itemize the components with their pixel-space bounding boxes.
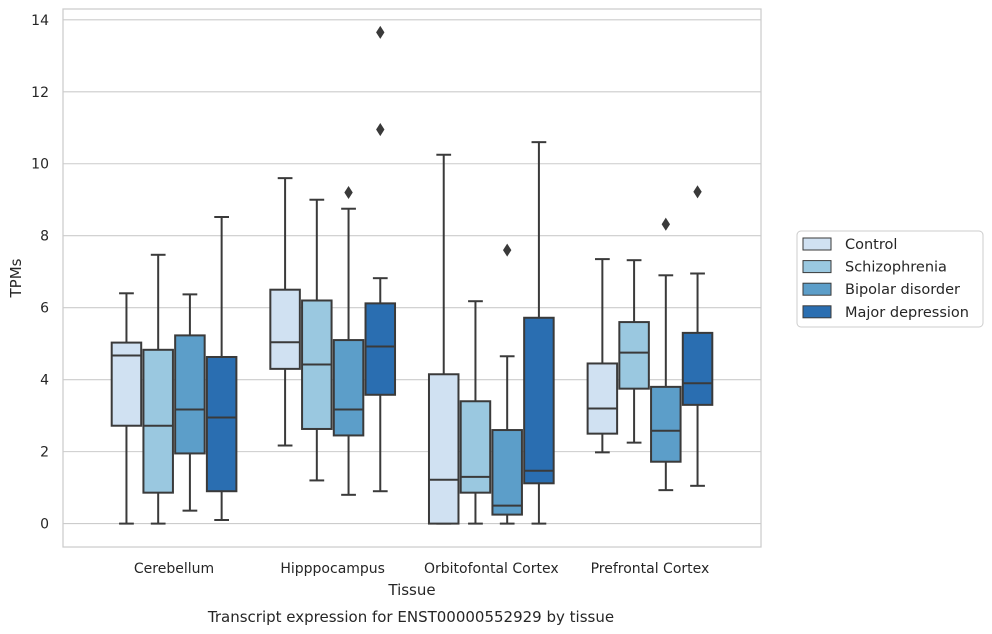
box-major-depression: [364, 25, 397, 493]
x-tick-label: Prefrontal Cortex: [591, 561, 710, 577]
box-iqr: [523, 316, 555, 485]
outlier-point: [693, 185, 702, 199]
box-schizophrenia: [459, 300, 492, 525]
box-bipolar-disorder: [650, 217, 682, 492]
box-iqr: [332, 339, 365, 437]
legend-swatch: [802, 260, 832, 274]
outlier-point: [502, 243, 512, 257]
y-tick-label: 0: [40, 517, 49, 533]
y-tick-label: 10: [31, 157, 49, 173]
box-iqr: [681, 331, 714, 406]
box-iqr: [459, 400, 492, 494]
box-iqr: [364, 302, 397, 396]
legend-entry-label: Major depression: [845, 305, 969, 321]
box-iqr: [586, 362, 619, 435]
box-control: [269, 177, 301, 447]
outlier-point: [661, 217, 671, 231]
box-control: [427, 153, 460, 525]
box-schizophrenia: [301, 198, 333, 482]
box-major-depression: [205, 216, 238, 522]
x-tick-labels: Cerebellum Hipppocampus Orbitofontal Corte…: [134, 561, 709, 577]
box-schizophrenia: [142, 253, 174, 525]
outlier-point: [376, 25, 385, 39]
box-iqr: [650, 385, 682, 463]
legend-swatch: [802, 237, 832, 251]
legend-swatch: [802, 282, 832, 296]
y-tick-label: 12: [31, 85, 49, 101]
x-tick-label: Cerebellum: [134, 561, 214, 577]
x-axis-label: Tissue: [387, 581, 435, 599]
y-axis-label: TPMs: [7, 258, 25, 298]
box-iqr: [427, 373, 460, 525]
chart-caption: Transcript expression for ENST0000055292…: [207, 608, 614, 626]
box-bipolar-disorder: [332, 186, 365, 496]
box-major-depression: [681, 185, 714, 487]
box-major-depression: [523, 141, 555, 525]
legend: Control Schizophrenia Bipolar disorder Majo…: [796, 230, 984, 328]
legend-entry-label: Control: [845, 237, 897, 253]
legend-entry-label: Bipolar disorder: [845, 282, 960, 298]
y-tick-label: 8: [40, 229, 49, 245]
x-tick-label: Hipppocampus: [280, 561, 385, 577]
box-bipolar-disorder: [174, 293, 206, 512]
y-tick-labels: 0 2 4 6 8 10 12 14: [31, 13, 49, 533]
y-tick-label: 6: [40, 301, 49, 317]
legend-swatch: [802, 305, 832, 319]
legend-frame: [796, 230, 984, 328]
y-tick-label: 4: [40, 373, 49, 389]
x-tick-label: Orbitofontal Cortex: [424, 561, 559, 577]
box-control: [586, 258, 619, 454]
box-iqr: [205, 355, 238, 493]
box-control: [110, 292, 143, 525]
legend-entry-label: Schizophrenia: [845, 260, 947, 276]
outlier-point: [376, 123, 385, 137]
y-tick-label: 2: [40, 445, 49, 461]
plot-frame: [62, 8, 762, 548]
y-tick-label: 14: [31, 13, 49, 29]
box-iqr: [174, 334, 206, 455]
outlier-point: [344, 186, 353, 200]
boxes: [110, 25, 714, 525]
box-iqr: [618, 321, 650, 390]
box-bipolar-disorder: [491, 243, 523, 525]
box-iqr: [491, 429, 523, 516]
box-schizophrenia: [618, 259, 650, 444]
box-iqr: [142, 348, 174, 494]
box-iqr: [269, 288, 301, 370]
